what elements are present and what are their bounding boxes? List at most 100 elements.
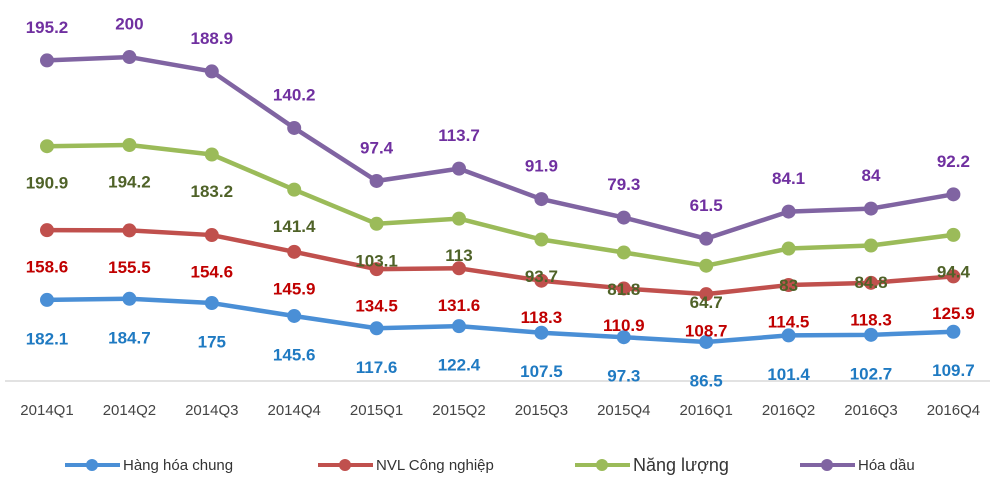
- marker: [534, 273, 549, 288]
- marker: [616, 330, 631, 345]
- data-label: 108.7: [685, 322, 728, 341]
- data-label: 155.5: [108, 258, 151, 277]
- marker: [864, 201, 878, 216]
- data-label: 182.1: [26, 329, 69, 348]
- data-label: 195.2: [26, 18, 69, 37]
- line: [46, 54, 954, 241]
- data-label: 94.4: [937, 262, 971, 281]
- data-label: 158.6: [26, 258, 69, 277]
- x-tick-label: 2014Q3: [185, 402, 238, 419]
- data-label: 92.2: [937, 152, 970, 171]
- x-tick-label: 2015Q3: [515, 402, 568, 419]
- marker: [946, 269, 961, 284]
- legend-marker: [339, 459, 351, 471]
- marker: [452, 161, 466, 176]
- data-label: 91.9: [525, 157, 558, 176]
- marker: [946, 227, 961, 242]
- x-tick-label: 2014Q2: [103, 402, 156, 419]
- data-label: 140.2: [273, 85, 316, 104]
- data-label: 102.7: [850, 364, 893, 383]
- marker: [452, 211, 466, 226]
- data-label: 141.4: [273, 217, 316, 236]
- marker: [864, 327, 878, 342]
- line: [46, 142, 954, 268]
- marker: [204, 147, 219, 162]
- data-label: 175: [198, 333, 226, 352]
- data-label: 97.4: [360, 138, 394, 157]
- data-label: 79.3: [607, 175, 640, 194]
- marker: [699, 287, 714, 302]
- data-label: 114.5: [768, 313, 810, 332]
- marker: [781, 204, 796, 219]
- marker: [946, 187, 961, 202]
- x-tick-label: 2015Q4: [597, 402, 650, 419]
- marker: [204, 64, 219, 79]
- marker: [122, 291, 137, 306]
- legend-label: NVL Công nghiệp: [376, 457, 494, 474]
- data-label: 117.6: [356, 358, 398, 377]
- marker: [369, 321, 384, 336]
- line: [46, 296, 954, 345]
- data-label: 118.3: [850, 310, 892, 329]
- data-label: 84.1: [772, 169, 805, 188]
- data-label: 122.4: [438, 356, 481, 375]
- data-label: 101.4: [767, 365, 810, 384]
- data-label: 134.5: [355, 297, 398, 316]
- marker: [534, 192, 549, 207]
- data-label: 113: [445, 246, 472, 265]
- marker: [122, 223, 137, 238]
- data-label: 190.9: [26, 174, 69, 193]
- legend-marker: [821, 459, 833, 471]
- x-tick-label: 2016Q2: [762, 402, 815, 419]
- data-label: 84: [862, 166, 881, 185]
- marker: [699, 258, 714, 273]
- marker: [369, 216, 384, 231]
- marker: [122, 138, 137, 153]
- marker: [287, 120, 302, 135]
- marker: [40, 292, 54, 307]
- x-tick-label: 2016Q4: [927, 402, 980, 419]
- marker: [534, 232, 549, 247]
- marker: [287, 308, 302, 323]
- marker: [452, 261, 466, 276]
- x-tick-label: 2014Q1: [20, 402, 73, 419]
- marker: [369, 262, 384, 277]
- marker: [781, 241, 796, 256]
- marker: [616, 210, 631, 225]
- data-label: 145.6: [273, 345, 316, 364]
- x-tick-label: 2015Q1: [350, 402, 403, 419]
- marker: [781, 328, 796, 343]
- data-label: 110.9: [603, 316, 645, 335]
- data-label: 131.6: [438, 296, 481, 315]
- marker: [534, 325, 549, 340]
- data-label: 109.7: [932, 361, 975, 380]
- data-label: 93.7: [525, 267, 558, 286]
- data-label: 194.2: [108, 172, 151, 191]
- marker: [864, 275, 878, 290]
- marker: [369, 173, 384, 188]
- data-label: 84.8: [854, 273, 887, 292]
- x-tick-label: 2015Q2: [432, 402, 485, 419]
- x-tick-label: 2016Q1: [680, 402, 733, 419]
- marker: [40, 139, 54, 154]
- marker: [946, 324, 961, 339]
- marker: [616, 281, 631, 296]
- data-label: 107.5: [520, 362, 563, 381]
- marker: [204, 228, 219, 243]
- data-label: 86.5: [690, 371, 723, 390]
- data-label: 61.5: [690, 196, 723, 215]
- legend-label: Hàng hóa chung: [123, 457, 233, 474]
- marker: [452, 319, 466, 334]
- marker: [40, 223, 54, 238]
- x-tick-label: 2014Q4: [268, 402, 321, 419]
- legend-label: Năng lượng: [633, 455, 729, 475]
- marker: [616, 245, 631, 260]
- data-label: 103.1: [355, 251, 398, 270]
- data-label: 81.8: [607, 280, 640, 299]
- marker: [122, 50, 137, 65]
- marker: [287, 182, 302, 197]
- data-label: 97.3: [607, 367, 640, 386]
- legend-marker: [596, 459, 608, 471]
- data-label: 83: [779, 276, 798, 295]
- marker: [699, 231, 714, 246]
